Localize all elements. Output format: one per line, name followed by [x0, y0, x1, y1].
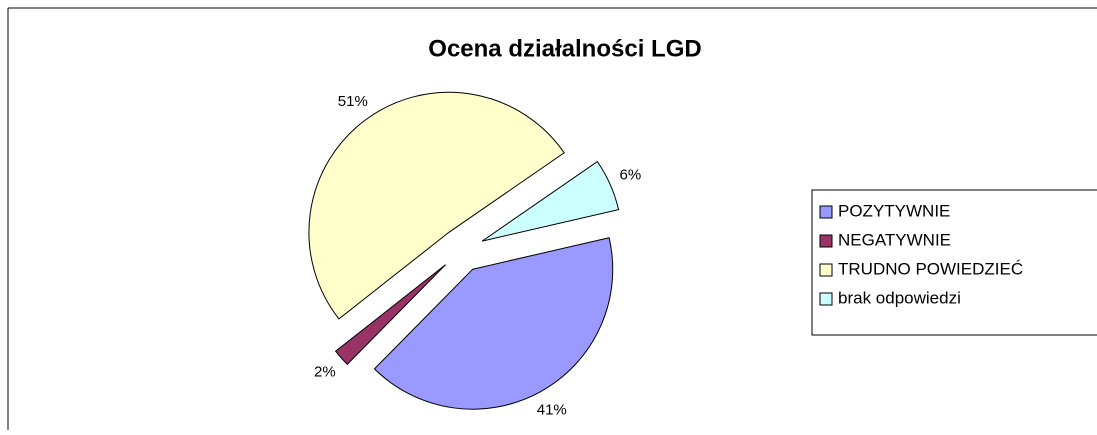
chart-title: Ocena działalności LGD — [428, 35, 701, 62]
data-label: 41% — [537, 402, 567, 419]
data-label: 2% — [314, 364, 336, 381]
legend-label: POZYTYWNIE — [838, 201, 950, 220]
legend-label: TRUDNO POWIEDZIEĆ — [838, 259, 1023, 278]
legend-label: brak odpowiedzi — [838, 288, 961, 307]
legend-box — [811, 189, 1097, 336]
legend-label: NEGATYWNIE — [838, 230, 951, 249]
pie-slice — [373, 237, 614, 410]
legend-swatch — [819, 205, 833, 219]
pie-slice — [308, 91, 565, 320]
legend-swatch — [819, 292, 833, 306]
data-label: 51% — [338, 93, 368, 110]
pie-slice — [334, 264, 446, 366]
pie-slice — [481, 160, 620, 242]
data-label: 6% — [620, 167, 642, 184]
legend-swatch — [819, 234, 833, 248]
legend-swatch — [819, 263, 833, 277]
